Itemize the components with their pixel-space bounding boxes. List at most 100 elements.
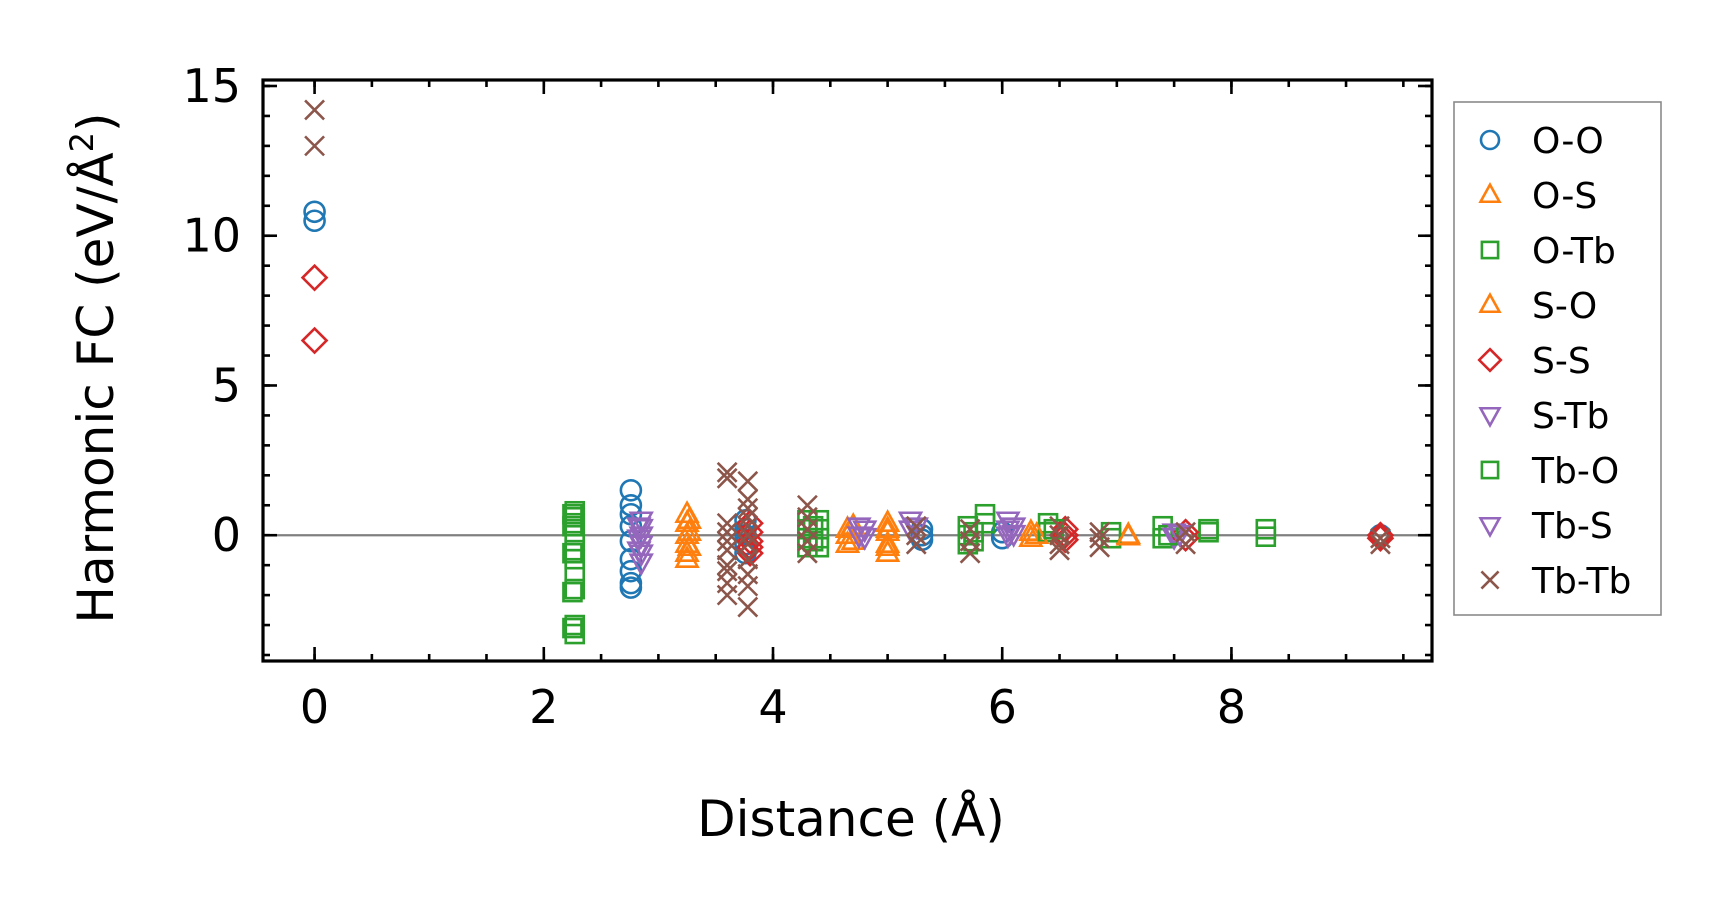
axes-layer (261, 78, 1434, 663)
x-tick-label: 0 (300, 680, 329, 734)
data-point (716, 530, 738, 552)
x-axis-title: Distance (Å) (697, 790, 1005, 848)
x-tick-label: 6 (988, 680, 1017, 734)
data-point (562, 515, 583, 537)
data-point (737, 548, 759, 570)
data-point (737, 488, 759, 510)
legend-marker (1478, 291, 1502, 314)
data-point (737, 506, 759, 528)
data-point (737, 470, 759, 492)
legend-marker (1480, 460, 1500, 480)
data-point (874, 530, 901, 554)
data-point (957, 533, 979, 555)
data-point (303, 209, 326, 233)
data-point (1049, 524, 1070, 546)
data-point (562, 503, 583, 525)
data-point (737, 533, 759, 555)
data-point (1049, 515, 1070, 537)
data-point (562, 542, 583, 564)
data-point (736, 533, 764, 562)
legend-marker (1478, 516, 1502, 539)
data-point (737, 515, 759, 537)
data-point (716, 461, 738, 483)
y-tick-label: 5 (212, 358, 241, 412)
data-point (737, 596, 759, 618)
y-axis-title-close: ) (67, 112, 125, 132)
data-point (1175, 533, 1197, 555)
legend-label: O-Tb (1532, 231, 1616, 272)
legend-item: Tb-Tb (1480, 561, 1631, 602)
data-point (626, 541, 652, 565)
series-tb-o (562, 503, 1179, 639)
legend-label: S-S (1532, 341, 1591, 382)
data-point (628, 553, 654, 577)
legend-label: O-O (1532, 121, 1604, 162)
y-axis-title: Harmonic FC (eV/Å2) (63, 112, 125, 623)
data-point (300, 263, 329, 292)
data-point (564, 578, 586, 600)
data-points-layer (300, 99, 1395, 645)
x-tick-label: 2 (529, 680, 558, 734)
ticks-layer: 0 2 4 6 8 0 5 10 15 (182, 59, 1432, 734)
data-point (716, 512, 738, 534)
legend-item: O-Tb (1480, 231, 1616, 272)
legend-marker (1478, 406, 1502, 429)
data-point (716, 521, 738, 543)
data-point (1000, 517, 1027, 541)
data-point (1115, 522, 1141, 546)
legend-marker (1479, 129, 1501, 151)
data-point (716, 584, 738, 606)
x-tick-label: 8 (1217, 680, 1246, 734)
data-point (1049, 539, 1070, 561)
data-point (737, 497, 759, 519)
data-point (1370, 527, 1391, 549)
legend-item: Tb-S (1478, 506, 1613, 547)
data-point (676, 506, 703, 530)
data-point (1255, 526, 1277, 548)
data-point (619, 478, 643, 502)
data-point (300, 326, 329, 355)
legend-label: Tb-Tb (1531, 561, 1631, 602)
data-point (802, 530, 824, 552)
y-axis-title-superscript: 2 (63, 132, 101, 152)
legend-label: S-Tb (1532, 396, 1609, 437)
data-point (626, 529, 652, 553)
y-tick-label: 10 (182, 209, 241, 263)
data-point (626, 517, 652, 541)
data-point (676, 533, 703, 556)
series-tb-tb (304, 99, 1391, 618)
data-point (995, 520, 1021, 544)
legend-item: S-O (1478, 286, 1597, 327)
legend-item: O-O (1479, 121, 1604, 162)
data-point (874, 533, 901, 556)
data-point (674, 544, 700, 568)
data-point (905, 524, 927, 546)
data-point (851, 520, 878, 544)
data-point (1018, 518, 1044, 542)
data-point (1018, 524, 1044, 548)
data-point (905, 533, 927, 555)
data-point (619, 576, 643, 599)
data-point (1023, 521, 1050, 545)
legend-label: S-O (1532, 286, 1597, 327)
data-point (676, 518, 703, 542)
data-point (796, 542, 818, 564)
data-point (1089, 521, 1111, 543)
data-point (303, 200, 326, 224)
data-point (564, 548, 586, 570)
data-point (737, 575, 759, 597)
legend-item: Tb-O (1480, 451, 1619, 492)
legend-label: O-S (1532, 176, 1597, 217)
data-point (1000, 524, 1027, 548)
data-point (808, 536, 830, 558)
data-point (716, 539, 738, 561)
y-axis-title-main: Harmonic FC (eV/Å (67, 152, 125, 623)
legend-label: Tb-O (1531, 451, 1619, 492)
data-point (737, 524, 759, 546)
data-point (716, 554, 738, 576)
data-point (834, 530, 861, 554)
data-point (1089, 527, 1111, 549)
data-point (562, 581, 583, 603)
